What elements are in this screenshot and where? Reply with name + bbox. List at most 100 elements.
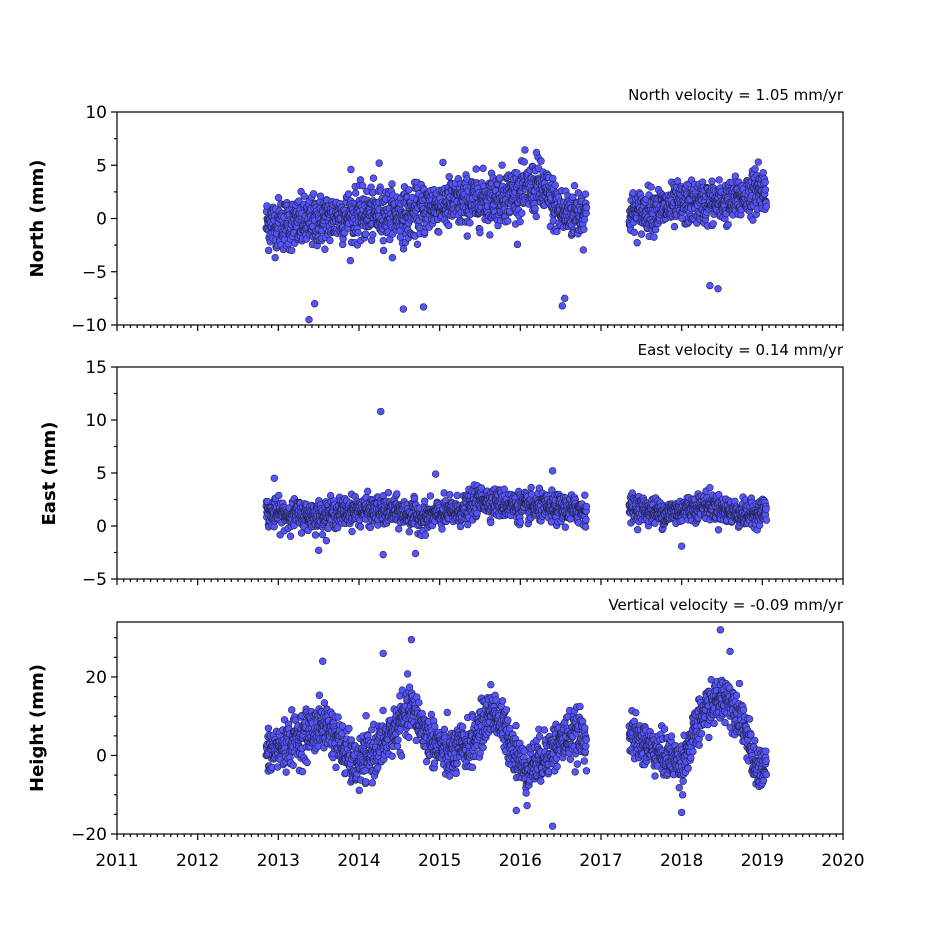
y-tick-label: 0	[96, 210, 107, 230]
data-point	[532, 212, 540, 221]
data-point	[316, 192, 325, 200]
data-point	[456, 522, 465, 531]
data-point	[670, 222, 679, 231]
data-point	[305, 315, 313, 324]
data-point	[476, 228, 484, 237]
data-point	[582, 203, 591, 212]
data-point	[368, 779, 376, 787]
data-point	[384, 488, 393, 497]
data-point	[375, 159, 383, 167]
data-point	[762, 516, 771, 524]
data-point	[288, 246, 296, 255]
data-point	[452, 769, 460, 778]
data-point	[548, 467, 557, 475]
data-point	[393, 490, 401, 498]
data-point	[358, 181, 367, 190]
data-point	[504, 217, 512, 225]
y-tick-label: 10	[85, 103, 107, 123]
data-point	[468, 763, 477, 772]
data-point	[751, 165, 759, 173]
data-point	[582, 516, 590, 524]
data-point	[431, 722, 439, 731]
data-point	[531, 204, 539, 213]
data-point	[458, 722, 467, 731]
data-point	[445, 772, 454, 780]
data-point	[537, 157, 545, 165]
data-point	[762, 505, 770, 513]
data-point	[420, 497, 429, 505]
data-point	[633, 525, 642, 534]
vertical-velocity-annotation: Vertical velocity = -0.09 mm/yr	[608, 596, 843, 614]
data-point	[453, 491, 461, 500]
data-point	[421, 531, 430, 539]
data-point	[397, 752, 406, 760]
data-point	[579, 246, 588, 254]
data-point	[275, 491, 283, 500]
data-point	[759, 168, 767, 177]
data-point	[314, 546, 323, 555]
data-point	[560, 294, 569, 303]
data-point	[673, 177, 682, 185]
data-point	[369, 231, 377, 239]
data-point	[551, 181, 559, 189]
data-point	[264, 724, 273, 732]
data-point	[310, 300, 319, 308]
data-point	[348, 527, 356, 536]
north-panel: North velocity = 1.05 mm/yr North (mm) −…	[27, 86, 844, 336]
data-point	[445, 221, 453, 230]
data-point	[282, 768, 290, 776]
data-point	[270, 474, 278, 482]
data-point	[651, 225, 660, 234]
north-velocity-annotation: North velocity = 1.05 mm/yr	[628, 86, 844, 104]
data-point	[395, 525, 403, 533]
data-point	[580, 225, 588, 233]
data-point	[379, 237, 388, 245]
data-point	[549, 174, 557, 183]
data-point	[516, 218, 524, 226]
data-point	[426, 492, 435, 500]
data-point	[445, 173, 453, 181]
data-point	[321, 245, 329, 253]
data-point	[677, 542, 686, 550]
data-point	[561, 523, 570, 531]
data-point	[731, 172, 740, 180]
data-point	[388, 752, 396, 760]
data-point	[379, 706, 387, 715]
data-point	[289, 761, 297, 770]
east-axis-title: East (mm)	[39, 422, 60, 526]
data-point	[366, 523, 375, 532]
data-point	[344, 190, 353, 198]
data-point	[298, 767, 307, 776]
y-tick-label: −5	[82, 570, 107, 590]
data-point	[714, 285, 722, 293]
data-point	[630, 228, 638, 237]
data-point	[521, 146, 529, 154]
data-point	[399, 245, 408, 253]
data-point	[518, 209, 526, 217]
data-point	[318, 530, 327, 539]
data-point	[761, 186, 770, 194]
data-point	[439, 158, 447, 167]
data-point	[486, 231, 494, 239]
data-point	[715, 176, 723, 184]
data-point	[558, 302, 566, 310]
data-point	[527, 483, 535, 492]
data-point	[706, 483, 714, 492]
data-point	[363, 487, 372, 496]
y-tick-label: −10	[71, 316, 107, 336]
data-point	[394, 736, 402, 744]
data-point	[466, 219, 474, 227]
north-points	[262, 146, 771, 324]
data-point	[288, 706, 296, 714]
data-point	[762, 202, 771, 211]
y-tick-label: 10	[85, 411, 107, 431]
data-point	[650, 233, 658, 241]
data-point	[332, 763, 340, 772]
data-point	[377, 407, 385, 416]
data-point	[438, 525, 446, 533]
data-point	[303, 758, 311, 767]
data-point	[580, 215, 589, 224]
data-point	[647, 183, 655, 191]
data-point	[334, 713, 342, 721]
